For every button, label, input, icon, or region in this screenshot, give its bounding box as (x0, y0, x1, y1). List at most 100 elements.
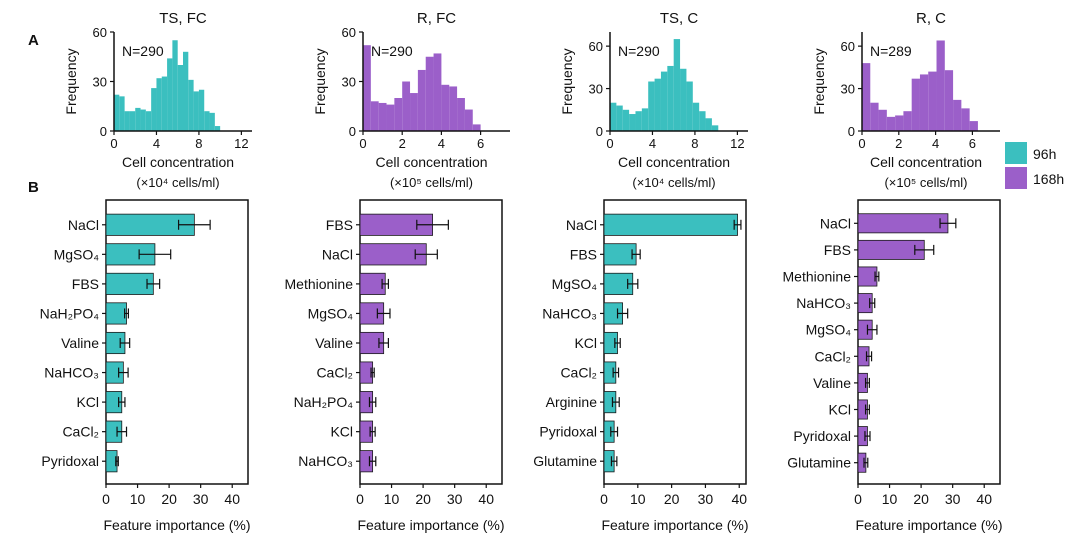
histogram-bar (119, 96, 125, 131)
histogram-bar (961, 108, 970, 131)
x-tick-label: 0 (356, 491, 364, 507)
plot-frame (603, 199, 747, 485)
x-axis-label: Cell concentration (870, 154, 982, 170)
y-tick-label: 30 (93, 75, 107, 90)
feature-bar (603, 213, 738, 236)
x-axis-unit: (×10⁴ cells/ml) (136, 175, 219, 190)
histogram-bar (114, 94, 120, 131)
x-tick-label: 12 (730, 136, 744, 151)
histogram-bar (692, 102, 700, 131)
histogram-bar (124, 111, 130, 131)
histogram-bar (209, 112, 215, 131)
histogram-bar (680, 68, 687, 131)
x-tick-label: 10 (130, 491, 146, 507)
histogram-bar (629, 114, 636, 131)
histogram-bar (660, 71, 668, 131)
category-label: Pyridoxal (539, 424, 597, 440)
histogram-bar (953, 99, 962, 131)
category-label: Valine (813, 375, 851, 391)
y-tick-label: 30 (342, 75, 356, 90)
x-tick-label: 0 (110, 136, 117, 151)
histogram-bar (425, 56, 434, 131)
histogram-bar (622, 109, 630, 131)
x-axis-label: Feature importance (%) (601, 517, 748, 533)
sample-size-annotation: N=290 (371, 43, 413, 59)
sample-size-annotation: N=290 (122, 43, 164, 59)
feature-bar (603, 243, 637, 266)
category-label: CaCl₂ (62, 424, 99, 440)
x-tick-label: 4 (932, 136, 939, 151)
x-tick-label: 40 (224, 491, 240, 507)
histogram-bar (140, 109, 146, 131)
category-label: CaCl₂ (560, 365, 597, 381)
category-label: KCl (330, 424, 353, 440)
category-label: Pyridoxal (793, 428, 851, 444)
histogram-bar (378, 102, 387, 131)
x-tick-label: 30 (698, 491, 714, 507)
category-label: Methionine (285, 276, 354, 292)
category-label: KCl (574, 335, 597, 351)
category-label: NaHCO₃ (44, 365, 99, 381)
plot-frame (105, 199, 249, 485)
x-tick-label: 0 (600, 491, 608, 507)
panel-b-label: B (28, 179, 39, 196)
category-label: MgSO₄ (552, 276, 598, 292)
histogram-bar (699, 111, 706, 131)
y-tick-label: 60 (93, 25, 107, 40)
x-tick-label: 40 (976, 491, 992, 507)
histogram-bar (198, 89, 205, 131)
histogram-title: TS, C (660, 10, 699, 27)
histogram-bar (705, 118, 712, 131)
x-axis-unit: (×10⁵ cells/ml) (390, 175, 473, 190)
histogram-bar (188, 79, 194, 131)
x-tick-label: 4 (153, 136, 160, 151)
category-label: FBS (570, 246, 597, 262)
x-tick-label: 0 (359, 136, 366, 151)
histogram-title: TS, FC (159, 10, 207, 27)
histogram-bar (673, 39, 681, 132)
sample-size-annotation: N=290 (618, 43, 660, 59)
y-tick-label: 60 (342, 25, 356, 40)
y-tick-label: 0 (848, 124, 855, 139)
histogram-bar (886, 116, 896, 131)
y-tick-label: 0 (100, 124, 107, 139)
category-label: Glutamine (787, 455, 851, 471)
feature-bar (359, 272, 386, 295)
x-tick-label: 8 (691, 136, 698, 151)
y-tick-label: 60 (589, 39, 603, 54)
histogram-bar (928, 71, 937, 131)
x-tick-label: 40 (731, 491, 747, 507)
category-label: FBS (72, 276, 99, 292)
histogram-title: R, FC (417, 10, 456, 27)
x-axis-label: Feature importance (%) (357, 517, 504, 533)
x-tick-label: 10 (882, 491, 898, 507)
x-tick-label: 20 (415, 491, 431, 507)
category-label: Valine (61, 335, 99, 351)
x-tick-label: 20 (664, 491, 680, 507)
x-tick-label: 4 (649, 136, 656, 151)
x-tick-label: 0 (606, 136, 613, 151)
histogram-bar (161, 76, 168, 131)
histogram-bar (648, 81, 655, 131)
plot-frame (857, 199, 1001, 485)
histogram-bar (903, 111, 912, 131)
histogram-bar (156, 78, 162, 131)
histogram-bar (394, 98, 403, 131)
y-tick-label: 0 (596, 124, 603, 139)
histogram-title: R, C (916, 10, 946, 27)
x-axis-label: Cell concentration (122, 154, 234, 170)
x-tick-label: 6 (477, 136, 484, 151)
category-label: MgSO₄ (54, 246, 100, 262)
histogram-bar (363, 45, 371, 132)
x-axis-unit: (×10⁵ cells/ml) (884, 175, 967, 190)
histogram-bar (457, 98, 465, 131)
histogram-bar (878, 109, 887, 131)
histogram-bar (417, 69, 426, 131)
legend-label-96h: 96h (1033, 146, 1056, 162)
histogram-bar (449, 86, 458, 131)
histogram-bar (370, 101, 379, 131)
x-tick-label: 4 (438, 136, 445, 151)
category-label: NaCl (820, 215, 851, 231)
feature-bar (105, 272, 154, 295)
